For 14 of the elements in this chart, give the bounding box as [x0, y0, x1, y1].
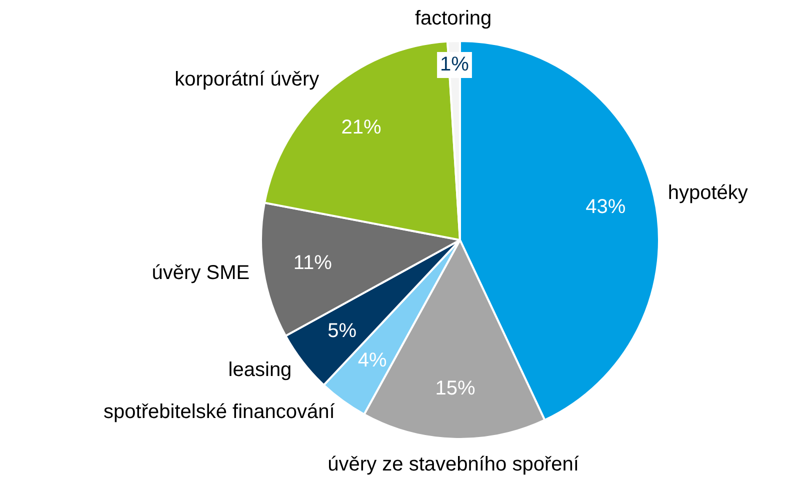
- slice-label: korporátní úvěry: [174, 68, 320, 91]
- slice-label: factoring: [414, 8, 492, 30]
- data-label: 1%: [440, 53, 470, 76]
- slice-label: úvěry ze stavebního spoření: [328, 453, 580, 476]
- data-label: 21%: [341, 116, 382, 139]
- slice-label: úvěry SME: [152, 262, 250, 284]
- data-label: 4%: [358, 349, 387, 372]
- data-label: 5%: [328, 320, 357, 342]
- data-label: 43%: [586, 196, 626, 218]
- data-label: 11%: [293, 252, 332, 274]
- slice-label: leasing: [228, 359, 292, 382]
- slice-label: spotřebitelské financování: [104, 400, 336, 423]
- data-label: 15%: [435, 378, 476, 400]
- slice-label: hypotéky: [668, 182, 748, 204]
